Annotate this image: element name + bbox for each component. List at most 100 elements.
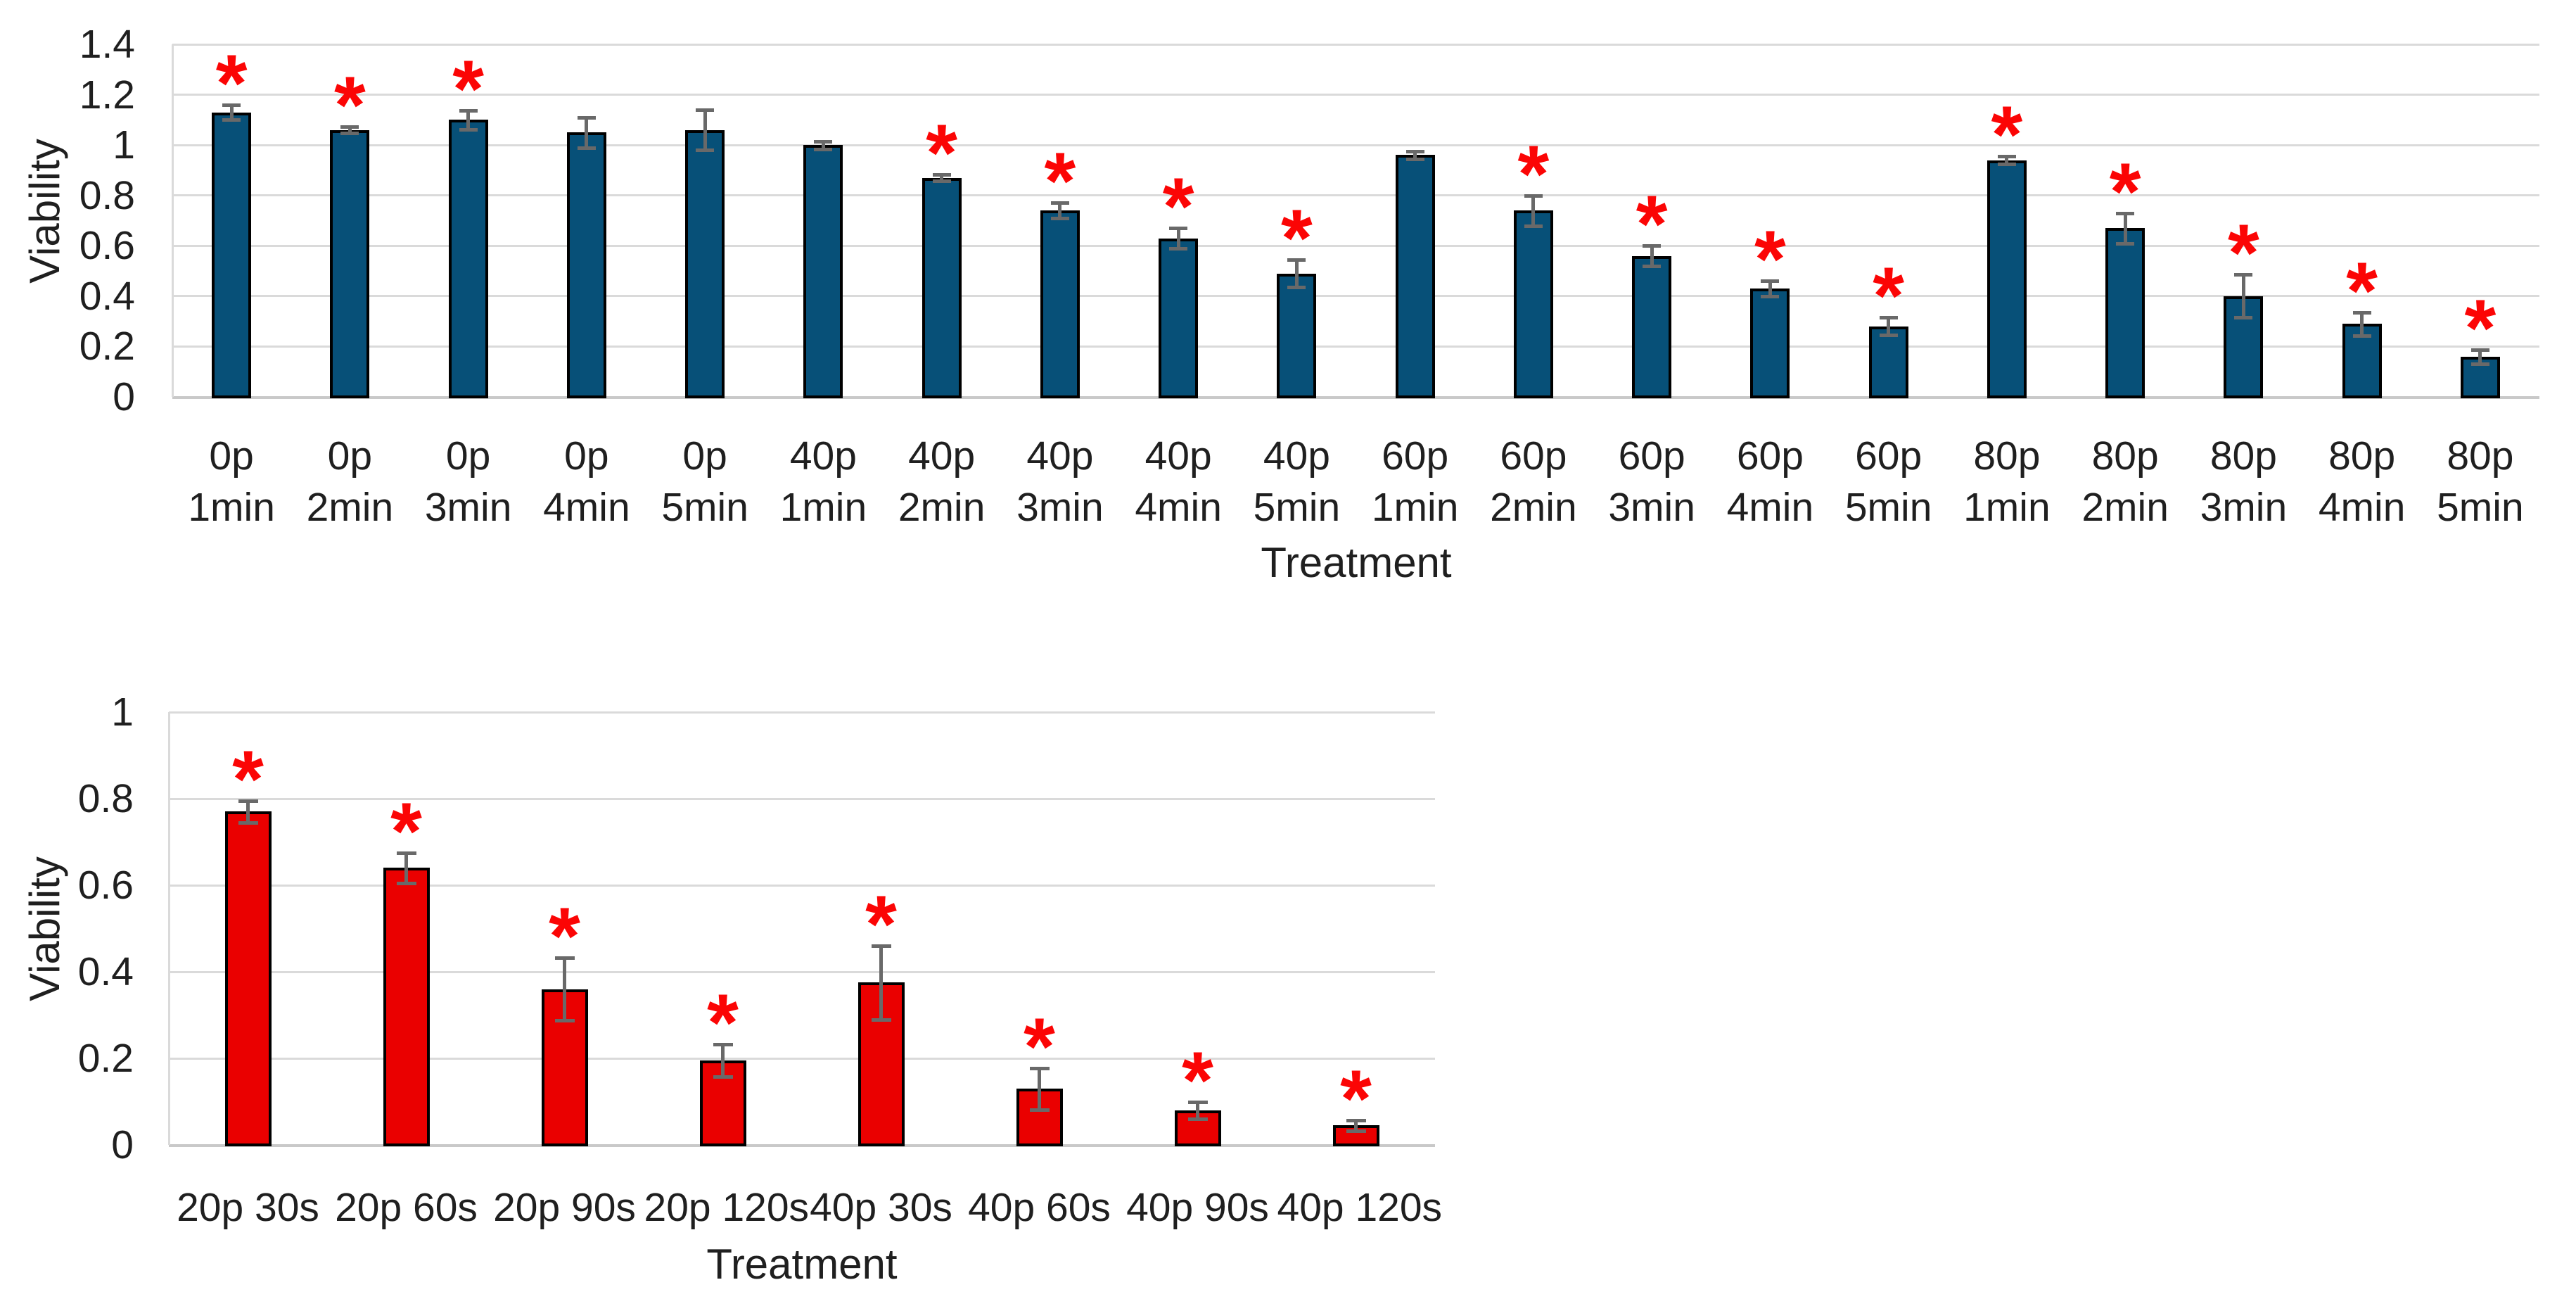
bar	[330, 129, 370, 398]
y-tick-label: 0.8	[77, 776, 134, 821]
x-category-label: 40p 1min	[779, 433, 867, 530]
gridline	[172, 43, 2539, 46]
bar	[922, 177, 962, 398]
significance-asterisk: *	[2227, 208, 2259, 299]
significance-asterisk: *	[1162, 162, 1194, 253]
x-category-label: 0p 1min	[188, 433, 275, 530]
bar	[1040, 210, 1080, 398]
gridline	[172, 295, 2539, 298]
error-bar-cap-bottom	[1346, 1129, 1366, 1133]
error-bar-cap-top	[554, 956, 575, 961]
error-bar-cap-top	[1997, 155, 2016, 159]
y-tick-label: 0.6	[77, 863, 134, 908]
error-bar-line	[2241, 274, 2245, 318]
y-tick-label: 0.2	[79, 324, 135, 369]
significance-asterisk: *	[452, 44, 484, 135]
error-bar-line	[229, 104, 234, 120]
x-category-label: 80p 4min	[2318, 433, 2406, 530]
error-bar-line	[404, 852, 408, 883]
error-bar-cap-top	[1643, 244, 1662, 248]
x-category-label: 80p 2min	[2081, 433, 2169, 530]
error-bar-cap-top	[1879, 316, 1898, 320]
error-bar-cap-bottom	[396, 881, 416, 885]
error-bar-line	[1887, 317, 1891, 336]
x-category-label: 80p 1min	[1963, 433, 2051, 530]
significance-asterisk: *	[2109, 146, 2141, 237]
error-bar-line	[1413, 151, 1417, 159]
significance-asterisk: *	[926, 108, 957, 199]
error-bar-line	[1176, 228, 1180, 248]
error-bar-cap-bottom	[459, 127, 478, 132]
y-tick-label: 0.2	[77, 1036, 134, 1081]
error-bar-line	[1531, 195, 1536, 226]
significance-asterisk: *	[1280, 193, 1313, 284]
bottom-chart-x-axis-title: Treatment	[706, 1241, 898, 1288]
significance-asterisk: *	[1024, 1001, 1055, 1092]
error-bar-cap-bottom	[1287, 286, 1306, 290]
gridline	[169, 970, 1435, 973]
x-category-label: 60p 1min	[1371, 433, 1459, 530]
gridline	[169, 1143, 1435, 1147]
bar	[224, 811, 272, 1146]
y-tick-label: 0.8	[79, 172, 135, 218]
error-bar-cap-top	[2234, 273, 2253, 277]
error-bar-line	[1768, 281, 1772, 296]
error-bar-line	[1294, 259, 1299, 288]
bar	[1159, 238, 1199, 398]
bar	[448, 120, 488, 398]
bar	[2105, 228, 2145, 398]
error-bar-cap-top	[1187, 1100, 1208, 1104]
bar	[566, 132, 606, 398]
significance-asterisk: *	[865, 880, 897, 970]
x-category-label: 40p 3min	[1016, 433, 1104, 530]
y-axis-line	[172, 44, 174, 397]
significance-asterisk: *	[1517, 129, 1550, 220]
error-bar-line	[246, 801, 250, 823]
error-bar-cap-bottom	[554, 1018, 575, 1022]
error-bar-cap-bottom	[871, 1018, 891, 1022]
x-category-label: 20p 30s	[177, 1185, 319, 1230]
error-bar-cap-bottom	[222, 118, 241, 122]
bar	[1632, 255, 1672, 398]
x-category-label: 20p 90s	[493, 1185, 636, 1230]
error-bar-line	[585, 117, 589, 148]
error-bar-line	[703, 110, 707, 151]
error-bar-line	[879, 946, 883, 1020]
significance-asterisk: *	[1182, 1035, 1213, 1126]
significance-asterisk: *	[333, 61, 366, 151]
error-bar-cap-top	[396, 851, 416, 855]
significance-asterisk: *	[1340, 1053, 1372, 1144]
error-bar-cap-bottom	[2352, 334, 2371, 338]
x-category-label: 80p 5min	[2437, 433, 2524, 530]
y-tick-label: 0.4	[79, 273, 135, 319]
y-tick-label: 0.4	[77, 949, 134, 994]
error-bar-line	[1058, 203, 1062, 218]
error-bar-cap-top	[2116, 211, 2135, 215]
error-bar-line	[821, 141, 825, 149]
x-category-label: 40p 4min	[1135, 433, 1222, 530]
x-category-label: 40p 60s	[968, 1185, 1111, 1230]
error-bar-cap-top	[814, 139, 833, 144]
error-bar-cap-bottom	[1761, 294, 1780, 298]
error-bar-cap-bottom	[1524, 224, 1543, 228]
significance-asterisk: *	[1873, 251, 1904, 342]
error-bar-cap-bottom	[1643, 264, 1662, 268]
error-bar-cap-top	[1346, 1118, 1366, 1122]
error-bar-cap-bottom	[2116, 241, 2135, 246]
bar	[1868, 326, 1908, 398]
error-bar-line	[1354, 1120, 1358, 1131]
y-tick-label: 1	[113, 122, 135, 168]
error-bar-line	[2478, 349, 2482, 364]
error-bar-cap-top	[1029, 1066, 1050, 1070]
y-axis-line	[168, 712, 170, 1145]
bar	[1513, 210, 1553, 398]
x-category-label: 60p 2min	[1490, 433, 1577, 530]
x-category-label: 40p 120s	[1277, 1185, 1443, 1230]
x-category-label: 80p 3min	[2200, 433, 2288, 530]
x-category-label: 60p 3min	[1608, 433, 1695, 530]
significance-asterisk: *	[1991, 90, 2023, 181]
error-bar-line	[347, 127, 352, 133]
error-bar-line	[940, 175, 944, 181]
significance-asterisk: *	[215, 38, 248, 129]
error-bar-line	[2005, 156, 2009, 164]
